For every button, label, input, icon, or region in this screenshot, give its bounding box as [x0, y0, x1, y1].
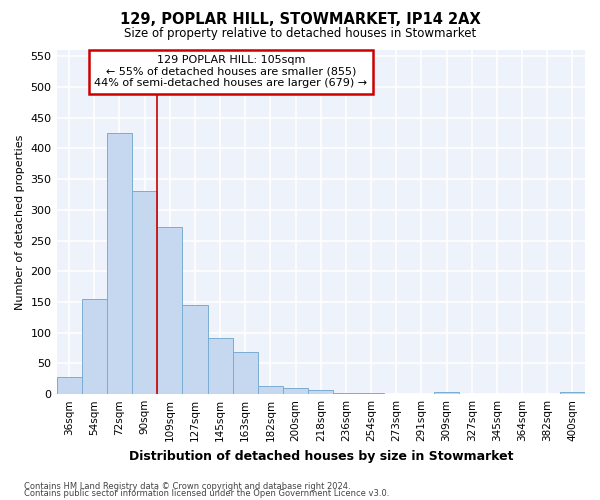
- Bar: [82, 299, 107, 394]
- Bar: [334, 393, 359, 394]
- Y-axis label: Number of detached properties: Number of detached properties: [15, 134, 25, 310]
- Text: Size of property relative to detached houses in Stowmarket: Size of property relative to detached ho…: [124, 28, 476, 40]
- Text: 129, POPLAR HILL, STOWMARKET, IP14 2AX: 129, POPLAR HILL, STOWMARKET, IP14 2AX: [119, 12, 481, 28]
- Bar: [132, 192, 157, 394]
- Bar: [359, 393, 383, 394]
- Text: 129 POPLAR HILL: 105sqm
← 55% of detached houses are smaller (855)
44% of semi-d: 129 POPLAR HILL: 105sqm ← 55% of detache…: [94, 55, 367, 88]
- Text: Contains public sector information licensed under the Open Government Licence v3: Contains public sector information licen…: [24, 490, 389, 498]
- Bar: [283, 388, 308, 394]
- Text: Contains HM Land Registry data © Crown copyright and database right 2024.: Contains HM Land Registry data © Crown c…: [24, 482, 350, 491]
- Bar: [157, 227, 182, 394]
- Bar: [182, 305, 208, 394]
- Bar: [233, 352, 258, 394]
- Bar: [560, 392, 585, 394]
- X-axis label: Distribution of detached houses by size in Stowmarket: Distribution of detached houses by size …: [128, 450, 513, 462]
- Bar: [208, 338, 233, 394]
- Bar: [434, 392, 459, 394]
- Bar: [107, 133, 132, 394]
- Bar: [308, 390, 334, 394]
- Bar: [258, 386, 283, 394]
- Bar: [56, 377, 82, 394]
